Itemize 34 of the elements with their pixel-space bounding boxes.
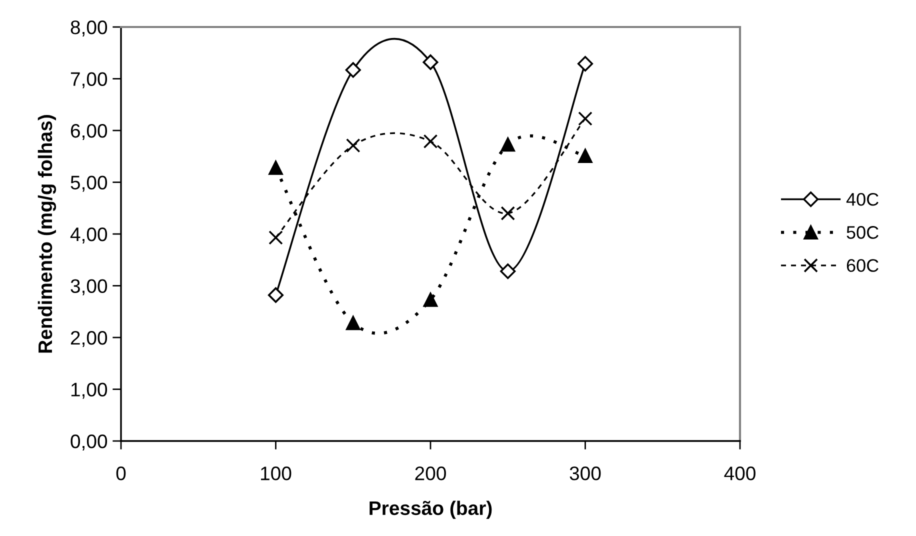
point [578, 148, 592, 164]
legend-label: 50C [846, 226, 878, 239]
legend-label: 40C [846, 192, 878, 206]
y-tick-label: 8,00 [70, 20, 108, 37]
point [268, 287, 284, 303]
x-tick-label: 0 [116, 466, 126, 480]
x-axis-title: Pressão (bar) [370, 500, 492, 519]
y-tick-label: 6,00 [70, 124, 108, 140]
point [346, 138, 360, 153]
x-tick-label: 400 [724, 466, 756, 480]
point [500, 137, 516, 152]
y-tick-label: 3,00 [70, 279, 108, 296]
point [346, 316, 360, 330]
point [423, 134, 438, 149]
y-axis-title: Rendimento (mg/g folhas) [38, 115, 56, 353]
point [268, 230, 283, 245]
x-tick-label: 100 [261, 466, 292, 480]
y-tick-label: 0,00 [70, 434, 108, 451]
x-tick-label: 200 [415, 466, 446, 480]
y-tick-label: 1,00 [71, 382, 108, 399]
legend-label: 60C [846, 259, 878, 272]
point [578, 111, 592, 126]
point [422, 54, 438, 70]
point [345, 62, 361, 78]
point [500, 263, 516, 280]
point [268, 160, 283, 175]
y-tick-label: 4,00 [70, 227, 108, 244]
point [500, 206, 516, 220]
point [577, 56, 594, 72]
point [423, 292, 438, 307]
y-tick-label: 7,00 [70, 72, 108, 88]
x-tick-label: 300 [570, 466, 601, 480]
y-tick-label: 5,00 [70, 176, 108, 192]
y-tick-label: 2,00 [70, 330, 108, 348]
